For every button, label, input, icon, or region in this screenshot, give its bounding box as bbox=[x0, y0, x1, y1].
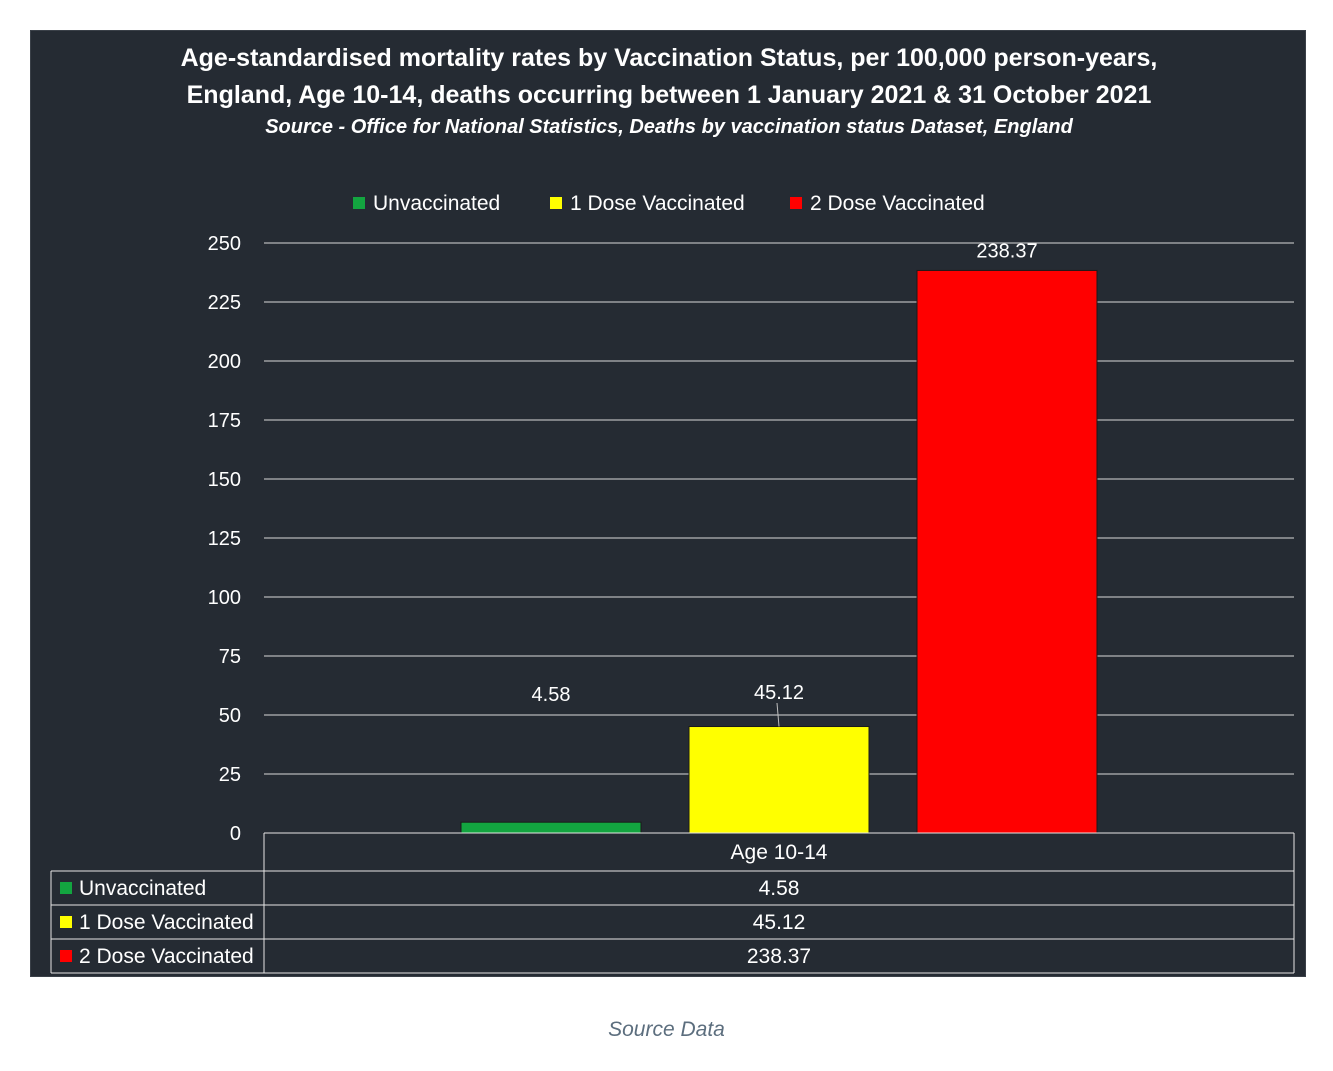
bar bbox=[460, 821, 642, 834]
y-tick-label: 0 bbox=[230, 823, 241, 845]
legend-swatch bbox=[790, 197, 802, 209]
bar bbox=[916, 269, 1098, 834]
table-row-swatch bbox=[60, 916, 72, 928]
legend-swatch bbox=[353, 197, 365, 209]
table-row-value: 45.12 bbox=[753, 911, 806, 934]
legend: Unvaccinated 1 Dose Vaccinated 2 Dose Vacc… bbox=[353, 192, 985, 215]
data-label: 4.58 bbox=[532, 684, 571, 706]
y-tick-label: 100 bbox=[208, 587, 241, 609]
table-row-swatch bbox=[60, 882, 72, 894]
chart-title-line: Age-standardised mortality rates by Vacc… bbox=[181, 44, 1158, 72]
legend-entry: 1 Dose Vaccinated bbox=[570, 192, 745, 215]
data-labels: 4.58 45.12 238.37 bbox=[532, 240, 1038, 727]
source-data-caption: Source Data bbox=[608, 1018, 725, 1041]
gridlines bbox=[264, 242, 1294, 775]
data-label: 238.37 bbox=[976, 240, 1037, 262]
y-axis-ticks: 0 25 50 75 100 125 150 175 200 225 250 bbox=[208, 233, 241, 845]
table-row-value: 4.58 bbox=[759, 877, 800, 900]
legend-swatch bbox=[550, 197, 562, 209]
y-tick-label: 200 bbox=[208, 351, 241, 373]
chart-subtitle: Source - Office for National Statistics,… bbox=[265, 116, 1073, 138]
data-label: 45.12 bbox=[754, 682, 804, 704]
y-tick-label: 125 bbox=[208, 528, 241, 550]
chart-title: Age-standardised mortality rates by Vacc… bbox=[181, 44, 1158, 109]
y-tick-label: 50 bbox=[219, 705, 241, 727]
table-row-name: Unvaccinated bbox=[79, 877, 206, 900]
table-row-swatch bbox=[60, 950, 72, 962]
y-tick-label: 150 bbox=[208, 469, 241, 491]
data-table: Age 10-14 Unvaccinated 4.58 1 Dose Vaccinat… bbox=[50, 832, 1295, 974]
x-category-label: Age 10-14 bbox=[731, 841, 828, 864]
bars bbox=[460, 269, 1098, 834]
legend-entry: Unvaccinated bbox=[373, 192, 500, 215]
y-tick-label: 175 bbox=[208, 410, 241, 432]
table-row-name: 2 Dose Vaccinated bbox=[79, 945, 254, 968]
chart-svg: Age-standardised mortality rates by Vacc… bbox=[50, 44, 1295, 974]
table-row-name: 1 Dose Vaccinated bbox=[79, 911, 254, 934]
bar bbox=[688, 726, 870, 834]
y-tick-label: 25 bbox=[219, 764, 241, 786]
y-tick-label: 75 bbox=[219, 646, 241, 668]
chart-title-line: England, Age 10-14, deaths occurring bet… bbox=[187, 81, 1152, 109]
y-tick-label: 250 bbox=[208, 233, 241, 255]
chart-panel: Age-standardised mortality rates by Vacc… bbox=[30, 30, 1306, 977]
data-label-leader-line bbox=[776, 702, 780, 727]
y-tick-label: 225 bbox=[208, 292, 241, 314]
legend-entry: 2 Dose Vaccinated bbox=[810, 192, 985, 215]
table-row-value: 238.37 bbox=[747, 945, 811, 968]
